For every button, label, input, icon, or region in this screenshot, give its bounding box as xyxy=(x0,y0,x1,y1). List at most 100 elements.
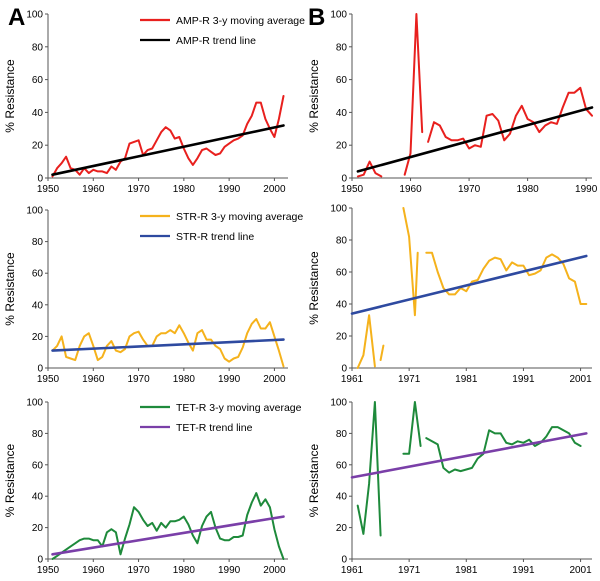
x-tick-label: 2000 xyxy=(263,374,286,385)
x-tick-label: 1960 xyxy=(82,184,105,195)
y-tick-label: 100 xyxy=(330,398,347,409)
x-tick-label: 1990 xyxy=(575,184,598,195)
legend-label: AMP-R 3-y moving average xyxy=(176,15,305,27)
x-tick-label: 1960 xyxy=(82,374,105,385)
legend-label: AMP-R trend line xyxy=(176,35,256,47)
y-tick-label: 100 xyxy=(330,204,347,215)
y-tick-label: 0 xyxy=(37,174,43,185)
x-tick-label: 1961 xyxy=(341,374,364,385)
panel-label-b: B xyxy=(308,4,326,31)
y-tick-label: 100 xyxy=(26,398,43,409)
data-series-line xyxy=(402,207,419,317)
x-tick-label: 1990 xyxy=(218,184,241,195)
x-tick-label: 1971 xyxy=(398,374,421,385)
x-tick-label: 1961 xyxy=(341,565,364,576)
y-tick-label: 40 xyxy=(336,300,348,311)
y-tick-label: 40 xyxy=(336,492,348,503)
y-tick-label: 40 xyxy=(336,108,348,119)
y-tick-label: 80 xyxy=(336,236,348,247)
data-series-line xyxy=(403,13,424,176)
x-tick-label: 1980 xyxy=(173,565,196,576)
y-tick-label: 20 xyxy=(32,141,44,152)
panel-label-a: A xyxy=(8,4,26,31)
y-tick-label: 60 xyxy=(32,75,44,86)
y-tick-label: 40 xyxy=(32,108,44,119)
data-series-line xyxy=(427,86,593,150)
legend-label: TET-R trend line xyxy=(176,422,253,434)
legend-label: STR-R 3-y moving average xyxy=(176,211,303,223)
y-axis-label: % Resistance xyxy=(307,251,321,325)
data-series-line xyxy=(425,426,582,474)
x-tick-label: 1950 xyxy=(37,374,60,385)
y-tick-label: 80 xyxy=(336,42,348,53)
trend-line xyxy=(51,515,285,556)
y-tick-label: 0 xyxy=(341,555,347,566)
x-tick-label: 1981 xyxy=(455,565,478,576)
y-axis-label: % Resistance xyxy=(3,59,17,133)
trend-line xyxy=(51,124,285,176)
data-series-line xyxy=(356,160,383,178)
data-series-line xyxy=(51,318,285,368)
y-tick-label: 20 xyxy=(32,332,44,343)
x-tick-label: 1970 xyxy=(458,184,481,195)
x-tick-label: 2001 xyxy=(569,565,592,576)
trend-line xyxy=(51,338,285,352)
x-tick-label: 1950 xyxy=(37,184,60,195)
y-tick-label: 20 xyxy=(32,523,44,534)
y-tick-label: 60 xyxy=(336,75,348,86)
y-tick-label: 40 xyxy=(32,300,44,311)
y-tick-label: 20 xyxy=(336,141,348,152)
x-tick-label: 1980 xyxy=(173,184,196,195)
y-tick-label: 80 xyxy=(32,42,44,53)
y-tick-label: 0 xyxy=(341,174,347,185)
x-tick-label: 1950 xyxy=(341,184,364,195)
y-tick-label: 20 xyxy=(336,523,348,534)
y-tick-label: 0 xyxy=(37,555,43,566)
trend-line xyxy=(350,254,588,315)
y-tick-label: 60 xyxy=(32,460,44,471)
data-series-line xyxy=(425,251,588,305)
trend-line xyxy=(356,106,594,173)
x-tick-label: 2000 xyxy=(263,184,286,195)
y-tick-label: 40 xyxy=(32,492,44,503)
x-tick-label: 1970 xyxy=(127,374,150,385)
x-tick-label: 1990 xyxy=(218,374,241,385)
data-series-line xyxy=(379,344,385,361)
data-series-line xyxy=(51,492,285,560)
y-tick-label: 80 xyxy=(32,429,44,440)
x-tick-label: 1990 xyxy=(218,565,241,576)
y-tick-label: 100 xyxy=(330,10,347,21)
x-tick-label: 2001 xyxy=(569,374,592,385)
data-series-line xyxy=(51,95,285,178)
x-tick-label: 1970 xyxy=(127,565,150,576)
y-axis-label: % Resistance xyxy=(307,443,321,517)
x-tick-label: 1981 xyxy=(455,374,478,385)
y-tick-label: 100 xyxy=(26,10,43,21)
y-tick-label: 80 xyxy=(32,237,44,248)
x-tick-label: 1971 xyxy=(398,565,421,576)
legend-label: STR-R trend line xyxy=(176,231,254,243)
y-tick-label: 80 xyxy=(336,429,348,440)
y-axis-label: % Resistance xyxy=(307,59,321,133)
x-tick-label: 1991 xyxy=(512,565,535,576)
x-tick-label: 1980 xyxy=(516,184,539,195)
y-axis-label: % Resistance xyxy=(3,443,17,517)
y-tick-label: 60 xyxy=(336,268,348,279)
y-tick-label: 60 xyxy=(32,269,44,280)
data-series-line xyxy=(356,401,382,537)
data-series-line xyxy=(356,314,376,369)
x-tick-label: 1960 xyxy=(82,565,105,576)
y-tick-label: 0 xyxy=(37,364,43,375)
y-tick-label: 60 xyxy=(336,460,348,471)
y-tick-label: 20 xyxy=(336,332,348,343)
y-tick-label: 0 xyxy=(341,364,347,375)
x-tick-label: 1950 xyxy=(37,565,60,576)
x-tick-label: 1980 xyxy=(173,374,196,385)
legend-label: TET-R 3-y moving average xyxy=(176,402,302,414)
x-tick-label: 1991 xyxy=(512,374,535,385)
x-tick-label: 2000 xyxy=(263,565,286,576)
trend-line xyxy=(350,432,588,479)
y-tick-label: 100 xyxy=(26,206,43,217)
